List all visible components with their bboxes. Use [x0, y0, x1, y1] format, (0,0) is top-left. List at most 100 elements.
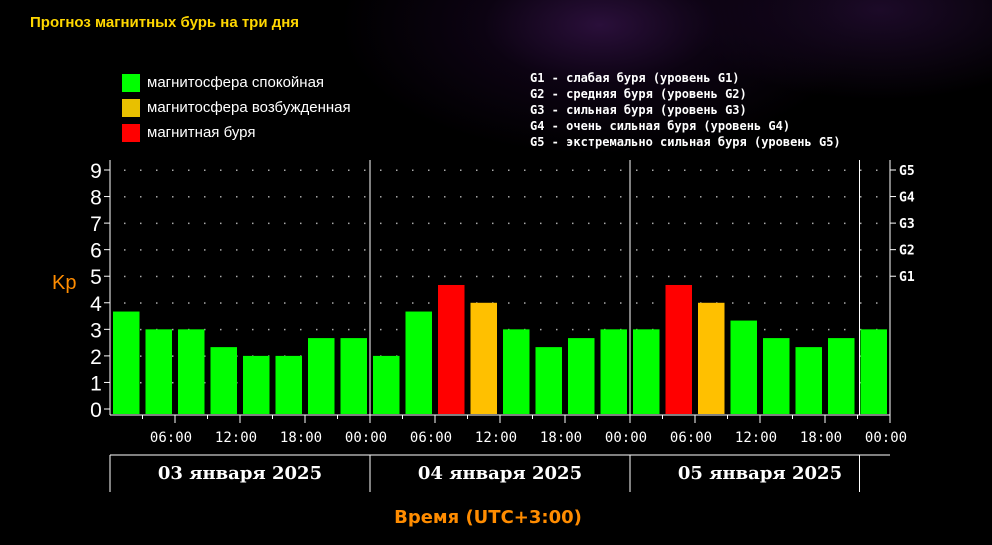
- grid-dot: [476, 275, 478, 278]
- grid-dot: [876, 302, 878, 304]
- grid-dot: [396, 249, 398, 251]
- grid-dot: [684, 169, 686, 171]
- g-tick-label: G5: [899, 164, 915, 179]
- grid-dot: [348, 222, 350, 225]
- legend-swatch-quiet: [122, 73, 140, 92]
- grid-dot: [780, 169, 782, 171]
- grid-dot: [188, 222, 190, 225]
- grid-dot: [812, 328, 814, 331]
- grid-dot: [540, 196, 542, 198]
- grid-dot: [156, 249, 158, 251]
- grid-dot: [316, 275, 318, 278]
- grid-dot: [460, 222, 462, 225]
- kp-bar: [763, 338, 790, 414]
- grid-dot: [348, 249, 350, 251]
- grid-dot: [140, 169, 142, 171]
- g-level-1: G1 - слабая буря (уровень G1): [530, 71, 740, 85]
- grid-dot: [140, 196, 142, 198]
- grid-dot: [716, 222, 718, 225]
- grid-dot: [188, 302, 190, 304]
- grid-dot: [460, 275, 462, 278]
- grid-dot: [812, 275, 814, 278]
- grid-dot: [236, 222, 238, 225]
- day-label: 04 января 2025: [418, 463, 582, 484]
- grid-dot: [732, 222, 734, 225]
- g-level-3: G3 - сильная буря (уровень G3): [530, 103, 747, 117]
- grid-dot: [332, 275, 334, 278]
- grid-dot: [828, 302, 830, 304]
- grid-dot: [492, 196, 494, 198]
- grid-dot: [444, 275, 446, 278]
- grid-dot: [460, 249, 462, 251]
- grid-dot: [348, 169, 350, 171]
- grid-dot: [284, 222, 286, 225]
- grid-dot: [204, 328, 206, 331]
- grid-dot: [524, 196, 526, 198]
- grid-dot: [684, 222, 686, 225]
- grid-dot: [268, 302, 270, 304]
- grid-dot: [412, 249, 414, 251]
- grid-dot: [188, 196, 190, 198]
- grid-dot: [828, 196, 830, 198]
- grid-dot: [364, 249, 366, 251]
- legend-swatch-active: [122, 98, 140, 117]
- grid-dot: [588, 169, 590, 171]
- grid-dot: [220, 275, 222, 278]
- legend-swatch-storm: [122, 123, 140, 142]
- time-tick-label: 18:00: [800, 430, 842, 446]
- grid-dot: [444, 196, 446, 198]
- grid-dot: [652, 275, 654, 278]
- legend-label-quiet: магнитосфера спокойная: [147, 74, 325, 91]
- grid-dot: [540, 169, 542, 171]
- grid-dot: [204, 275, 206, 278]
- grid-dot: [636, 222, 638, 225]
- time-tick-label: 06:00: [150, 430, 192, 446]
- grid-dot: [604, 169, 606, 171]
- grid-dot: [588, 249, 590, 251]
- legend: магнитосфера спокойная магнитосфера возб…: [122, 70, 351, 145]
- grid-dot: [620, 169, 622, 171]
- grid-dot: [428, 275, 430, 278]
- grid-dot: [204, 196, 206, 198]
- kp-bar: [113, 311, 140, 414]
- kp-bar: [373, 355, 400, 414]
- grid-dot: [396, 222, 398, 225]
- grid-dot: [396, 169, 398, 171]
- grid-dot: [220, 328, 222, 331]
- grid-dot: [828, 249, 830, 251]
- grid-dot: [844, 196, 846, 198]
- y-tick-label: 8: [90, 187, 102, 210]
- grid-dot: [796, 328, 798, 331]
- grid-dot: [812, 222, 814, 225]
- grid-dot: [252, 328, 254, 331]
- grid-dot: [780, 196, 782, 198]
- grid-dot: [172, 222, 174, 225]
- grid-dot: [860, 249, 862, 251]
- grid-dot: [300, 275, 302, 278]
- grid-dot: [268, 169, 270, 171]
- grid-dot: [460, 196, 462, 198]
- grid-dot: [524, 169, 526, 171]
- grid-dot: [140, 381, 142, 384]
- grid-dot: [284, 169, 286, 171]
- grid-dot: [604, 302, 606, 304]
- grid-dot: [364, 275, 366, 278]
- grid-dot: [732, 249, 734, 251]
- grid-dot: [332, 196, 334, 198]
- grid-dot: [764, 302, 766, 304]
- grid-dot: [396, 275, 398, 278]
- grid-dot: [124, 275, 126, 278]
- time-tick-label: 12:00: [475, 430, 517, 446]
- g-tick-label: G2: [899, 244, 915, 259]
- grid-dot: [796, 302, 798, 304]
- kp-bar: [243, 355, 270, 414]
- grid-dot: [476, 196, 478, 198]
- grid-dot: [732, 196, 734, 198]
- grid-dot: [396, 328, 398, 331]
- grid-dot: [476, 222, 478, 225]
- g-tick-label: G4: [899, 191, 915, 206]
- grid-dot: [412, 302, 414, 304]
- grid-dot: [556, 302, 558, 304]
- kp-bar: [795, 347, 822, 414]
- grid-dot: [780, 328, 782, 331]
